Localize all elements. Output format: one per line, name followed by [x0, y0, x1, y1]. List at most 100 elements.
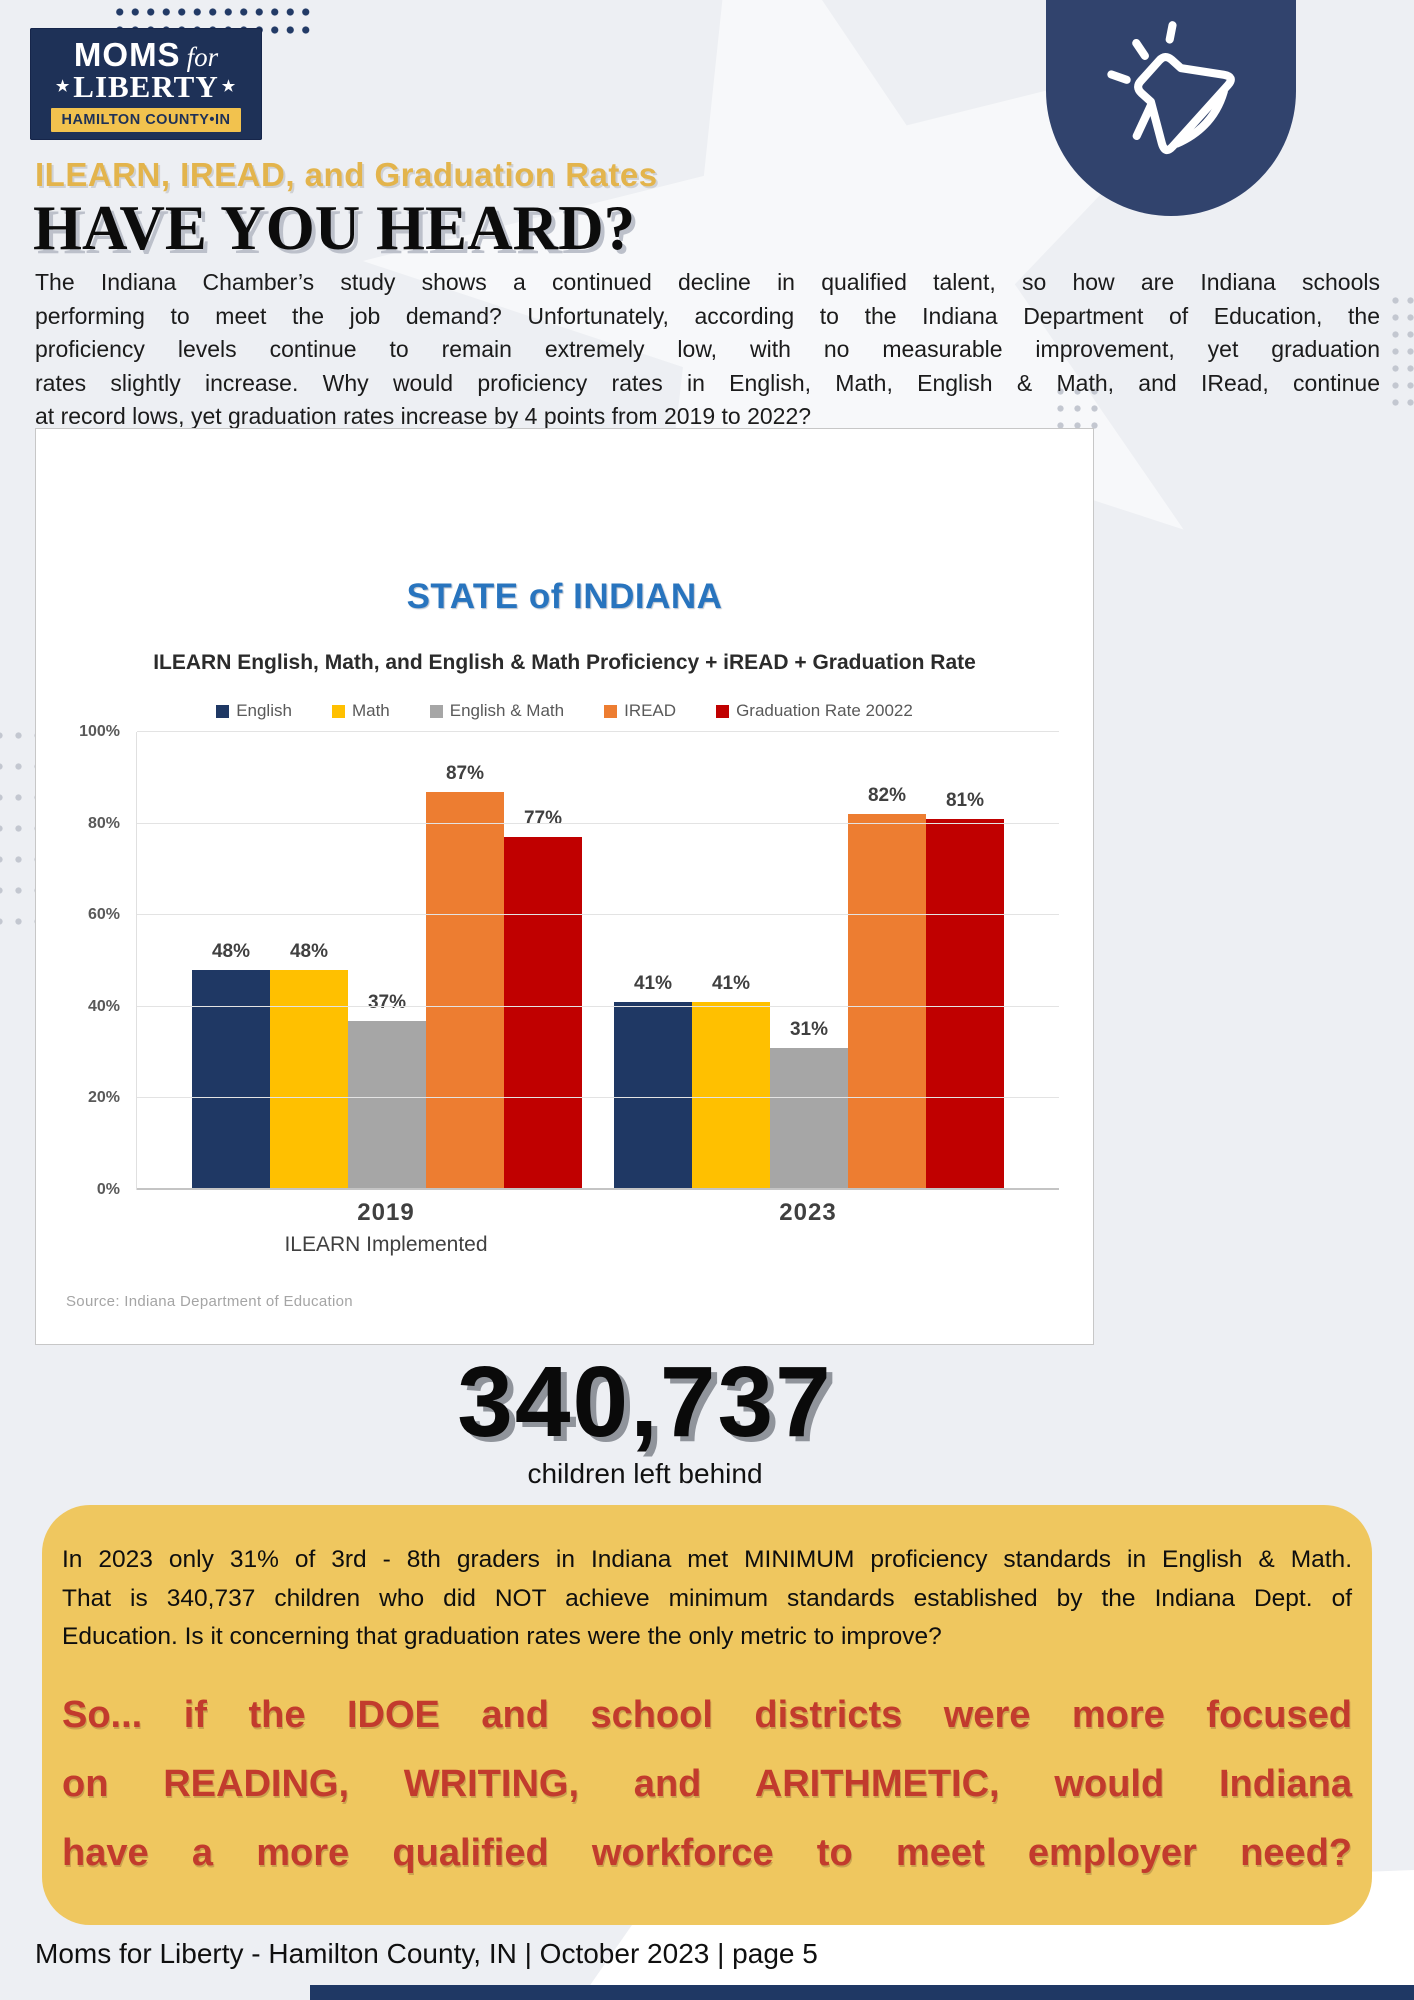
x-category: 2019 ILEARN Implemented	[191, 1199, 581, 1257]
chart-xaxis: 2019 ILEARN Implemented 2023	[136, 1199, 1058, 1257]
gridline	[137, 822, 1059, 824]
callout-box: In 2023 only 31% of 3rd - 8th graders in…	[42, 1505, 1372, 1925]
bar-value-label: 77%	[523, 808, 563, 830]
kicker-heading: ILEARN, IREAD, and Graduation Rates	[35, 156, 658, 193]
legend-label: English	[236, 701, 292, 720]
bar-slot: 48%	[192, 732, 270, 1190]
legend-item: Math	[331, 701, 390, 721]
bar-english-math	[348, 1020, 426, 1190]
footer-accent-bar	[310, 1985, 1414, 2000]
gridline	[137, 731, 1059, 732]
bar-value-label: 82%	[867, 785, 907, 807]
bar-group-2023: 41% 41% 31% 82% 81%	[614, 732, 1004, 1190]
x-category: 2023	[613, 1199, 1003, 1257]
chart-container: STATE of INDIANA ILEARN English, Math, a…	[35, 428, 1094, 1345]
gridline	[137, 1005, 1059, 1007]
bar-graduation-rate-20022	[926, 819, 1004, 1190]
bar-slot: 77%	[504, 732, 582, 1190]
bar-value-label: 41%	[711, 973, 751, 995]
dot-grid	[1388, 292, 1414, 414]
bar-iread	[426, 791, 504, 1190]
bar-english-math	[770, 1048, 848, 1190]
footer-text: Moms for Liberty - Hamilton County, IN |…	[35, 1938, 818, 1969]
text-line: Education. Is it concerning that graduat…	[62, 1623, 942, 1650]
bar-value-label: 48%	[289, 941, 329, 963]
chart-yaxis: 100% 80% 60% 40% 20% 0%	[66, 723, 128, 1198]
text-line: at record lows, yet graduation rates inc…	[35, 403, 812, 429]
y-tick-label: 20%	[87, 1089, 120, 1107]
bar-slot: 41%	[692, 732, 770, 1190]
y-tick-label: 80%	[87, 814, 120, 832]
legend-label: Graduation Rate 20022	[736, 701, 913, 720]
logo-line-2: ★ LIBERTY ★	[53, 68, 239, 104]
chart-source: Source: Indiana Department of Education	[66, 1293, 353, 1310]
legend-swatch	[716, 704, 730, 718]
gridline	[137, 1188, 1059, 1190]
x-category-sublabel: ILEARN Implemented	[284, 1233, 488, 1256]
bar-slot: 41%	[614, 732, 692, 1190]
legend-item: English	[216, 701, 292, 721]
text-line: have a more qualified workforce to meet …	[62, 1831, 1352, 1874]
bar-value-label: 87%	[445, 762, 485, 784]
megaphone-icon	[1096, 20, 1246, 186]
legend-item: IREAD	[604, 701, 676, 721]
stat-block: 340,737 children left behind	[0, 1352, 1290, 1490]
callout-question: So... if the IDOE and school districts w…	[62, 1681, 1352, 1888]
bar-english	[614, 1002, 692, 1190]
legend-label: IREAD	[624, 701, 677, 720]
bar-value-label: 31%	[789, 1019, 829, 1041]
bar-math	[692, 1002, 770, 1190]
star-icon: ★	[55, 79, 71, 96]
bar-value-label: 41%	[633, 973, 673, 995]
bar-slot: 37%	[348, 732, 426, 1190]
chart-title: STATE of INDIANA	[406, 577, 723, 616]
y-tick-label: 40%	[87, 997, 120, 1015]
moms-for-liberty-logo: MOMS for ★ LIBERTY ★ HAMILTON COUNTY•IN	[30, 28, 262, 140]
text-line: proficiency levels continue to remain ex…	[35, 336, 1380, 362]
callout-paragraph: In 2023 only 31% of 3rd - 8th graders in…	[62, 1541, 1352, 1657]
chart-plot: 48% 48% 37% 87% 77% 41% 41% 31% 82% 81%	[136, 731, 1059, 1190]
legend-swatch	[429, 704, 443, 718]
bar-value-label: 81%	[945, 790, 985, 812]
logo-banner: HAMILTON COUNTY•IN	[51, 108, 241, 133]
bar-slot: 31%	[770, 732, 848, 1190]
intro-paragraph: The Indiana Chamber’s study shows a cont…	[35, 266, 1380, 434]
chart-groups: 48% 48% 37% 87% 77% 41% 41% 31% 82% 81%	[137, 732, 1059, 1190]
gridline	[137, 914, 1059, 916]
logo-moms-text: MOMS	[73, 35, 181, 73]
text-line: In 2023 only 31% of 3rd - 8th graders in…	[62, 1546, 1352, 1573]
legend-swatch	[331, 704, 345, 718]
logo-liberty-text: LIBERTY	[73, 68, 219, 104]
chart-subtitle: ILEARN English, Math, and English & Math…	[153, 651, 976, 674]
bar-slot: 48%	[270, 732, 348, 1190]
bar-math	[270, 970, 348, 1190]
bar-english	[192, 970, 270, 1190]
bar-group-2019: 48% 48% 37% 87% 77%	[192, 732, 582, 1190]
logo-for-text: for	[186, 41, 219, 72]
y-tick-label: 60%	[87, 906, 120, 924]
legend-item: English & Math	[429, 701, 565, 721]
x-category-label: 2023	[779, 1199, 837, 1226]
bar-slot: 87%	[426, 732, 504, 1190]
y-tick-label: 0%	[96, 1181, 120, 1198]
legend-label: Math	[351, 701, 390, 720]
bar-iread	[848, 814, 926, 1190]
star-icon: ★	[221, 79, 237, 96]
logo-line-1: MOMS for	[74, 38, 218, 71]
gridline	[137, 1097, 1059, 1099]
text-line: performing to meet the job demand? Unfor…	[35, 302, 1380, 329]
bar-value-label: 37%	[367, 991, 407, 1013]
legend-swatch	[216, 704, 230, 718]
chart-legend: English Math English & Math IREAD Graduation…	[36, 701, 1093, 721]
megaphone-badge	[1046, 0, 1296, 216]
stat-caption: children left behind	[527, 1458, 763, 1489]
bar-slot: 82%	[848, 732, 926, 1190]
bar-value-label: 48%	[211, 941, 251, 963]
text-line: So... if the IDOE and school districts w…	[62, 1693, 1352, 1736]
bar-graduation-rate-20022	[504, 837, 582, 1190]
stat-number: 340,737	[457, 1346, 833, 1458]
legend-label: English & Math	[449, 701, 565, 720]
y-tick-label: 100%	[79, 723, 120, 740]
legend-item: Graduation Rate 20022	[716, 701, 913, 721]
